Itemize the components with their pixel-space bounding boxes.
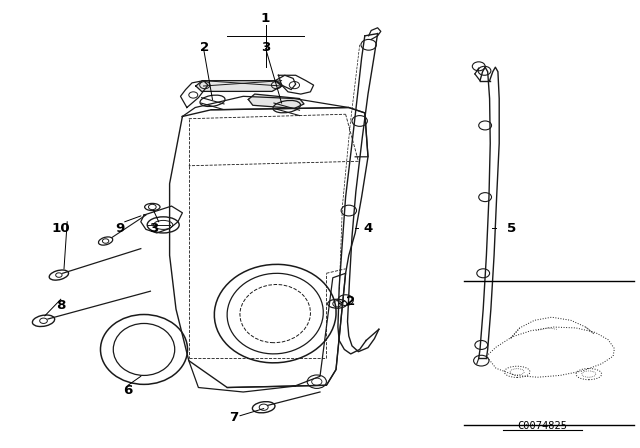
Text: 2: 2	[346, 294, 355, 308]
Text: C0074825: C0074825	[518, 421, 568, 431]
Polygon shape	[248, 94, 304, 108]
Text: 6: 6	[124, 384, 132, 397]
Text: 10: 10	[51, 222, 70, 235]
Text: 9: 9	[116, 222, 125, 235]
Text: 4: 4	[364, 222, 372, 235]
Text: 3: 3	[149, 222, 158, 235]
Text: 1: 1	[261, 12, 270, 26]
Text: 5: 5	[508, 222, 516, 235]
Text: 7: 7	[229, 411, 238, 424]
Text: 8: 8	[56, 299, 65, 312]
Text: 2: 2	[200, 40, 209, 54]
Text: 3: 3	[261, 40, 270, 54]
Polygon shape	[196, 81, 282, 91]
